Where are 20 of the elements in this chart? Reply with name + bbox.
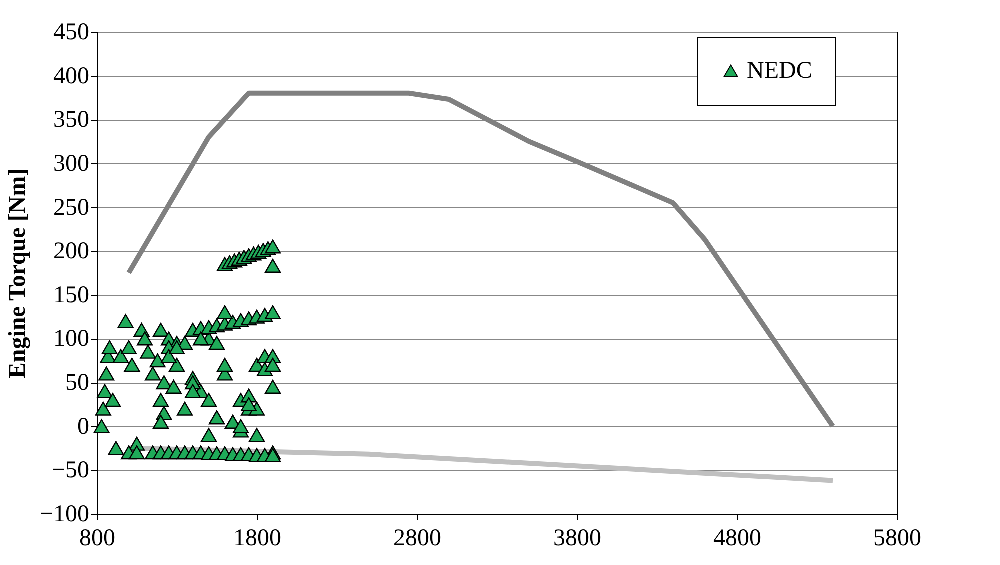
x-tick-label: 4800 [714, 526, 762, 552]
y-tick-label: 300 [54, 150, 90, 177]
x-tick-label: 800 [80, 526, 116, 552]
x-tick-label: 3800 [554, 526, 602, 552]
x-tick-label: 2800 [394, 526, 442, 552]
y-tick-label: 200 [54, 238, 90, 265]
y-tick-label: 400 [54, 63, 90, 90]
y-tick-label: 0 [78, 414, 90, 440]
legend-label: NEDC [747, 58, 812, 84]
y-tick-label: 250 [54, 194, 90, 221]
x-tick-label: 1800 [234, 526, 282, 552]
y-axis-title: Engine Torque [Nm] [4, 168, 31, 379]
y-tick-label: 100 [54, 326, 90, 352]
x-tick-label: 5800 [874, 526, 922, 552]
y-tick-label: 350 [54, 107, 90, 134]
y-tick-label: −100 [40, 502, 90, 528]
y-tick-label: 450 [54, 20, 90, 46]
y-tick-label: 150 [54, 282, 90, 308]
y-tick-label: 50 [66, 370, 90, 396]
y-tick-label: −50 [52, 458, 90, 484]
